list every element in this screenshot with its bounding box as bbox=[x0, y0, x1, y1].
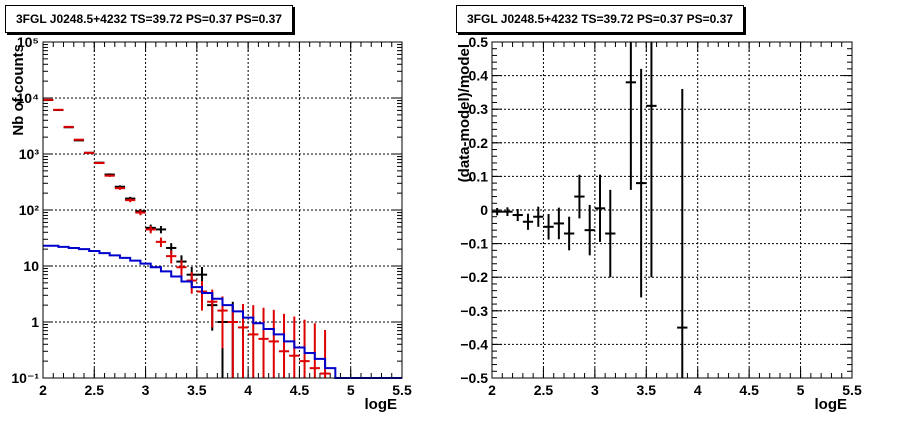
y-tick-label: 10⁴ bbox=[17, 90, 40, 106]
x-tick-label: 3 bbox=[142, 382, 150, 398]
chart-title: 3FGL J0248.5+4232 TS=39.72 PS=0.37 PS=0.… bbox=[456, 5, 744, 33]
y-tick-label: −0.3 bbox=[460, 303, 488, 319]
x-tick-label: 4 bbox=[244, 382, 252, 398]
y-tick-label: −0.5 bbox=[460, 370, 488, 386]
x-tick-label: 5.5 bbox=[842, 382, 862, 398]
x-tick-label: 3 bbox=[591, 382, 599, 398]
counts-panel: 3FGL J0248.5+4232 TS=39.72 PS=0.37 PS=0.… bbox=[5, 5, 412, 413]
y-tick-label: −0.1 bbox=[460, 236, 488, 252]
y-tick-label: 10² bbox=[19, 202, 40, 218]
y-tick-label: 0.4 bbox=[469, 68, 489, 84]
x-axis-title: logE bbox=[815, 396, 848, 413]
residual-panel: 3FGL J0248.5+4232 TS=39.72 PS=0.37 PS=0.… bbox=[449, 0, 898, 421]
y-axis-title: (data-model)/model bbox=[456, 44, 473, 182]
x-tick-label: 2.5 bbox=[85, 382, 105, 398]
x-tick-label: 2 bbox=[488, 382, 496, 398]
x-tick-label: 2 bbox=[39, 382, 47, 398]
y-tick-label: 0.2 bbox=[469, 135, 489, 151]
plot-frame bbox=[491, 41, 853, 379]
y-axis-title: Nb of counts bbox=[10, 44, 27, 136]
x-tick-label: 3.5 bbox=[637, 382, 657, 398]
plot-frame bbox=[42, 41, 403, 379]
y-tick-label: 10³ bbox=[19, 146, 40, 162]
x-tick-label: 3.5 bbox=[187, 382, 207, 398]
y-tick-label: −0.4 bbox=[460, 336, 488, 352]
y-tick-label: 10⁵ bbox=[17, 34, 39, 50]
y-tick-label: 0.5 bbox=[469, 34, 489, 50]
counts-plot: 2 2.5 3 3.5 4 4.5 5 5.5 10⁻¹ 1 10 10² 10³ 10⁴ 10⁵ logE N… bbox=[10, 34, 412, 413]
residual-plot: 2 2.5 3 3.5 4 4.5 5 5.5 −0.5 −0.4 −0.3 −0.2 −0.1 0 0.1… bbox=[456, 34, 862, 413]
model-step-line bbox=[43, 244, 402, 379]
y-tick-label: 1 bbox=[31, 314, 39, 330]
y-tick-label: 10 bbox=[23, 258, 39, 274]
y-tick-label: 0.3 bbox=[469, 101, 489, 117]
x-tick-label: 2.5 bbox=[534, 382, 554, 398]
x-axis-title: logE bbox=[365, 396, 398, 413]
x-tick-label: 5 bbox=[347, 382, 355, 398]
y-tick-label: 0.1 bbox=[469, 168, 489, 184]
x-tick-label: 4 bbox=[694, 382, 702, 398]
y-tick-label: 0 bbox=[480, 202, 488, 218]
x-tick-label: 5 bbox=[797, 382, 805, 398]
y-tick-label: −0.2 bbox=[460, 269, 488, 285]
x-tick-label: 5.5 bbox=[392, 382, 412, 398]
y-tick-label: 10⁻¹ bbox=[11, 370, 39, 386]
chart-title: 3FGL J0248.5+4232 TS=39.72 PS=0.37 PS=0.… bbox=[5, 5, 293, 33]
x-tick-label: 4.5 bbox=[739, 382, 759, 398]
x-tick-label: 4.5 bbox=[290, 382, 310, 398]
